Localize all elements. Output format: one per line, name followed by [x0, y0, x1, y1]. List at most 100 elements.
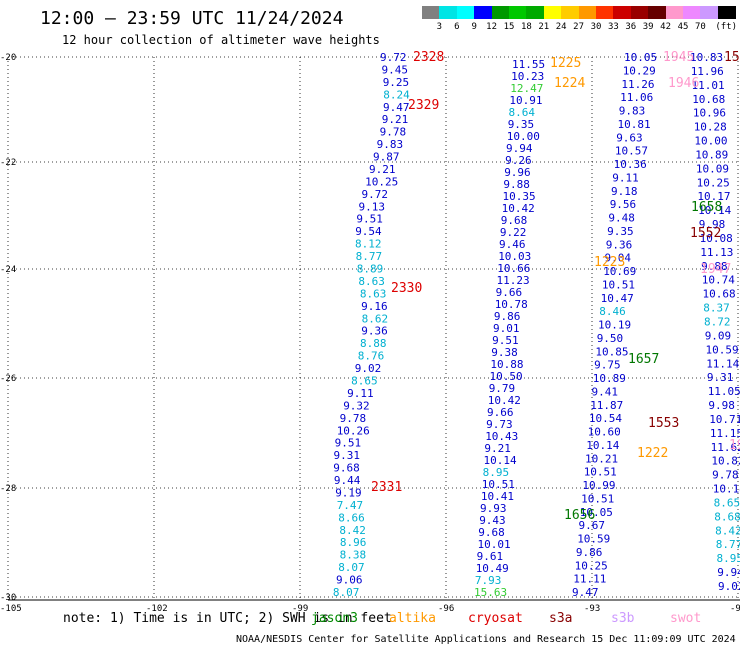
wave-height-label: 10.23	[511, 70, 544, 83]
wave-height-label: 10.54	[589, 412, 622, 425]
wave-height-label: 10.26	[337, 424, 370, 437]
lat-tick-label: -20	[0, 53, 16, 63]
wave-height-label: 10.50	[490, 370, 523, 383]
legend-tick-label: 42	[660, 22, 672, 32]
wave-height-label: 11.06	[620, 91, 653, 104]
time-stamp-label: 1656	[564, 508, 595, 523]
wave-height-label: 9.21	[382, 113, 409, 126]
wave-height-label: 9.68	[501, 214, 528, 227]
wave-height-label: 9.66	[487, 406, 514, 419]
wave-height-label: 8.07	[333, 586, 360, 599]
wave-height-label: 10.14	[713, 483, 740, 496]
wave-height-label: 10.42	[488, 394, 521, 407]
lat-tick-label: -22	[0, 158, 16, 168]
wave-height-label: 8.12	[355, 238, 382, 251]
time-stamp-label: 1658	[691, 200, 722, 215]
wave-height-label: 9.51	[492, 334, 518, 347]
wave-height-label: 8.38	[340, 549, 367, 562]
wave-height-label: 9.19	[335, 487, 362, 500]
wave-height-label: 9.86	[494, 310, 521, 323]
wave-height-label: 10.19	[598, 319, 631, 332]
wave-height-label: 10.91	[509, 94, 542, 107]
wave-height-label: 9.93	[480, 502, 507, 515]
wave-height-label: 9.06	[336, 574, 363, 587]
lon-tick-label: -102	[146, 604, 168, 614]
wave-height-label: 9.50	[597, 332, 624, 345]
wave-height-label: 9.21	[369, 163, 396, 176]
legend-tick-label: 18	[520, 22, 532, 32]
legend-tick-label: 9	[471, 22, 477, 32]
wave-height-label: 10.36	[614, 158, 647, 171]
legend-swatch	[717, 6, 736, 19]
lon-tick-label: -90	[730, 604, 740, 614]
legend-tick-label: 27	[573, 22, 585, 32]
wave-height-label: 11.15	[710, 427, 740, 440]
wave-height-label: 9.51	[335, 437, 362, 450]
wave-height-label: 10.85	[595, 345, 628, 358]
wave-height-label: 9.22	[500, 226, 527, 239]
legend-swatch	[543, 6, 562, 19]
wave-height-label: 10.81	[618, 118, 651, 131]
wave-height-label: 9.68	[478, 526, 505, 539]
wave-height-label: 9.72	[362, 188, 389, 201]
wave-height-label: 9.79	[489, 382, 516, 395]
wave-height-label: 10.14	[484, 454, 517, 467]
footer-credit: NOAA/NESDIS Center for Satellite Applica…	[236, 634, 736, 645]
wave-height-label: 10.66	[497, 262, 530, 275]
wave-height-label: 8.46	[599, 305, 626, 318]
legend-tick-label: 15	[503, 22, 515, 32]
wave-height-label: 9.44	[334, 474, 361, 487]
wave-height-label: 11.11	[573, 573, 606, 586]
wave-height-label: 9.32	[343, 399, 370, 412]
wave-height-label: 9.87	[373, 151, 400, 164]
legend-swatch	[700, 6, 719, 19]
lat-tick-label: -24	[0, 265, 16, 275]
wave-height-label: 12.47	[510, 82, 543, 95]
wave-height-label: 9.31	[334, 449, 361, 462]
wave-height-label: 9.63	[616, 131, 643, 144]
wave-height-label: 7.47	[337, 499, 364, 512]
wave-height-label: 10.25	[697, 176, 730, 189]
wave-height-label: 11.05	[708, 385, 740, 398]
wave-height-label: 10.71	[709, 413, 740, 426]
wave-height-label: 8.63	[360, 287, 387, 300]
wave-height-label: 9.54	[355, 225, 382, 238]
wave-height-label: 9.83	[619, 105, 646, 118]
wave-height-label: 9.01	[493, 322, 520, 335]
legend-swatch	[422, 6, 440, 19]
legend-swatch	[509, 6, 527, 19]
wave-height-label: 10.47	[601, 292, 634, 305]
wave-height-label: 8.65	[351, 375, 378, 388]
wave-height-label: 9.16	[361, 300, 388, 313]
page-subtitle: 12 hour collection of altimeter wave hei…	[62, 33, 380, 47]
time-stamp-label: 2329	[408, 98, 439, 113]
wave-height-label: 9.35	[508, 118, 535, 131]
wave-height-label: 8.62	[362, 312, 389, 325]
wave-height-label: 10.42	[502, 202, 535, 215]
legend-swatch	[648, 6, 667, 19]
legend-tick-label: 33	[607, 22, 619, 32]
wave-height-label: 8.66	[338, 511, 365, 524]
lat-tick-label: -30	[0, 593, 16, 603]
satellite-name-cryosat: cryosat	[468, 611, 523, 626]
wave-height-label: 10.74	[702, 274, 735, 287]
wave-height-label: 9.11	[612, 171, 639, 184]
time-stamp-label: 2330	[391, 281, 422, 296]
wave-height-label: 8.65	[714, 497, 740, 510]
satellite-name-jason3: jason3	[311, 611, 358, 626]
lon-tick-label: -93	[584, 604, 600, 614]
time-stamp-label: 1222	[637, 446, 668, 461]
wave-height-label: 8.77	[356, 250, 383, 263]
wave-height-label: 9.47	[383, 101, 410, 114]
wave-height-label: 10.25	[365, 175, 398, 188]
wave-height-label: 9.36	[606, 238, 633, 251]
time-stamp-label: 1657	[628, 352, 659, 367]
wave-height-label: 10.82	[711, 455, 740, 468]
wave-height-label: 10.89	[593, 372, 626, 385]
legend-unit: (ft)	[715, 22, 738, 32]
legend-tick-label: 45	[677, 22, 689, 32]
wave-height-label: 8.64	[509, 106, 536, 119]
time-stamp-label: 2328	[413, 50, 444, 65]
wave-height-label: 8.88	[360, 337, 387, 350]
wave-height-label: 8.95	[483, 466, 510, 479]
